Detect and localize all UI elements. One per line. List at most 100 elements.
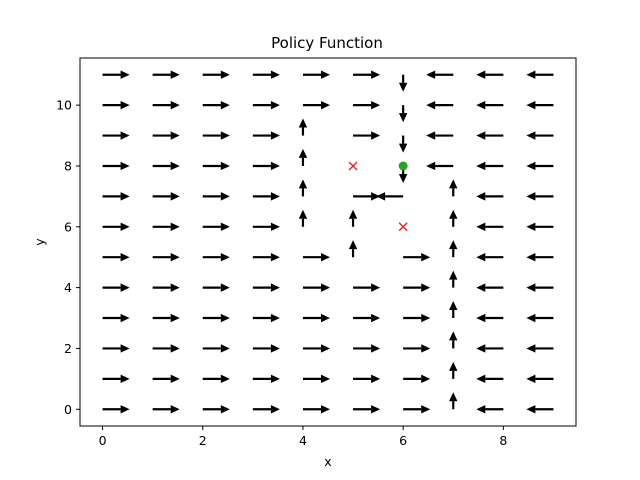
plot-marks — [102, 70, 554, 414]
policy-arrow — [102, 344, 130, 353]
policy-arrow — [353, 344, 381, 353]
policy-arrow — [298, 179, 308, 197]
policy-arrow — [298, 209, 308, 227]
policy-arrow — [403, 283, 431, 292]
policy-arrow — [302, 100, 331, 110]
policy-arrow — [202, 192, 230, 201]
policy-arrow — [476, 70, 504, 79]
policy-arrow — [476, 283, 504, 292]
policy-arrow — [202, 283, 230, 292]
policy-arrow — [526, 222, 554, 231]
policy-arrow — [302, 70, 331, 79]
policy-arrow — [476, 253, 504, 262]
policy-arrow — [403, 405, 431, 414]
policy-arrow — [202, 131, 230, 140]
policy-arrow — [152, 344, 180, 353]
policy-arrow — [302, 313, 331, 323]
policy-arrow — [353, 405, 381, 414]
chart-title: Policy Function — [271, 34, 383, 52]
policy-arrow — [302, 405, 331, 414]
policy-arrow — [476, 100, 504, 110]
policy-arrow — [252, 192, 280, 201]
y-tick-label: 2 — [64, 341, 72, 356]
policy-arrow — [403, 374, 431, 384]
policy-arrow — [426, 131, 454, 140]
policy-arrow — [526, 313, 554, 323]
policy-arrow — [526, 344, 554, 353]
policy-arrow — [403, 253, 431, 262]
y-tick-label: 4 — [64, 280, 72, 295]
policy-arrow — [298, 118, 308, 136]
policy-arrow — [526, 100, 554, 110]
policy-arrow — [449, 179, 458, 197]
policy-arrow — [102, 253, 130, 262]
policy-arrow — [376, 192, 404, 201]
policy-arrow — [202, 70, 230, 79]
policy-arrow — [348, 209, 358, 227]
plot-frame — [79, 57, 577, 427]
x-tick-label: 2 — [199, 433, 207, 448]
policy-arrow — [398, 135, 408, 153]
policy-arrow — [302, 283, 331, 292]
policy-arrow — [202, 374, 230, 384]
policy-arrow — [102, 131, 130, 140]
policy-arrow — [353, 313, 381, 323]
policy-arrow — [102, 405, 130, 414]
policy-arrow — [449, 361, 458, 379]
policy-arrow — [252, 283, 280, 292]
policy-arrow — [449, 270, 458, 288]
policy-arrow — [252, 131, 280, 140]
policy-arrow — [526, 161, 554, 171]
x-axis: 0 2 4 6 8 — [99, 426, 507, 448]
policy-arrow — [426, 161, 454, 171]
policy-arrow — [353, 374, 381, 384]
y-axis-label: y — [32, 238, 47, 246]
x-tick-label: 0 — [99, 433, 107, 448]
x-tick-label: 6 — [399, 433, 407, 448]
policy-arrow — [252, 374, 280, 384]
y-tick-label: 0 — [64, 402, 72, 417]
policy-arrow — [426, 100, 454, 110]
policy-arrow — [252, 313, 280, 323]
policy-arrow — [152, 374, 180, 384]
policy-arrow — [476, 222, 504, 231]
policy-arrow — [449, 301, 458, 319]
policy-arrow — [152, 100, 180, 110]
policy-arrow — [202, 253, 230, 262]
policy-arrow — [476, 131, 504, 140]
policy-arrow — [476, 192, 504, 201]
y-tick-label: 8 — [64, 158, 72, 173]
policy-arrow — [102, 100, 130, 110]
policy-arrow — [152, 283, 180, 292]
policy-arrow — [152, 253, 180, 262]
policy-arrow — [348, 240, 358, 258]
policy-arrow — [403, 313, 431, 323]
policy-arrow — [102, 374, 130, 384]
policy-arrow — [298, 148, 308, 166]
policy-arrow — [302, 374, 331, 384]
policy-arrow — [102, 313, 130, 323]
policy-arrow — [449, 240, 458, 258]
policy-arrow — [302, 253, 331, 262]
policy-arrow — [202, 161, 230, 171]
policy-arrow — [353, 70, 381, 79]
policy-arrow — [398, 105, 408, 123]
policy-arrow — [449, 331, 458, 349]
policy-arrow — [152, 192, 180, 201]
y-tick-label: 6 — [64, 219, 72, 234]
policy-arrow — [202, 344, 230, 353]
obstacle-marker — [348, 161, 358, 171]
policy-arrow — [398, 74, 408, 92]
policy-arrow — [353, 100, 381, 110]
policy-arrow — [102, 222, 130, 231]
x-axis-label: x — [324, 454, 331, 469]
policy-arrow — [403, 344, 431, 353]
policy-arrow — [252, 161, 280, 171]
policy-arrow — [152, 131, 180, 140]
policy-arrow — [449, 392, 458, 410]
policy-arrow — [202, 222, 230, 231]
x-tick-label: 4 — [299, 433, 307, 448]
policy-arrow — [302, 344, 331, 353]
policy-arrow — [202, 313, 230, 323]
